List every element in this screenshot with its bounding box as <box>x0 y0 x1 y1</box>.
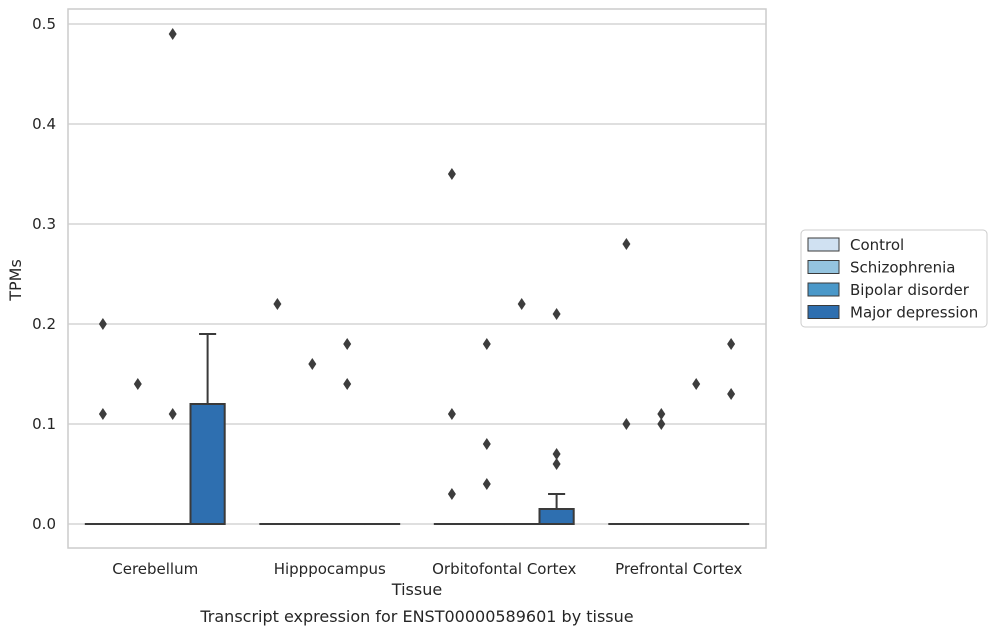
legend-swatch <box>807 260 840 274</box>
y-tick-label: 0.2 <box>32 315 56 333</box>
outlier-point <box>98 318 107 330</box>
legend-label: Major depression <box>850 304 978 322</box>
chart-caption: Transcript expression for ENST0000058960… <box>199 607 633 626</box>
x-tick-label: Hipppocampus <box>274 560 386 578</box>
outlier-point <box>622 418 631 430</box>
outlier-point <box>482 438 491 450</box>
y-axis-ticks: 0.0 0.1 0.2 0.3 0.4 0.5 <box>32 15 56 533</box>
outlier-point <box>168 28 177 40</box>
legend-label: Control <box>850 236 904 254</box>
box-body <box>189 403 226 525</box>
legend-swatch <box>807 305 840 319</box>
outlier-point <box>657 408 666 420</box>
outlier-point <box>482 478 491 490</box>
x-tick-label: Prefrontal Cortex <box>615 560 742 578</box>
outlier-point <box>447 168 456 180</box>
legend-label: Bipolar disorder <box>850 281 970 299</box>
y-tick-label: 0.1 <box>32 415 56 433</box>
outlier-point <box>517 298 526 310</box>
outlier-point <box>447 488 456 500</box>
outlier-point <box>657 418 666 430</box>
plot-area <box>67 8 767 549</box>
legend-label: Schizophrenia <box>850 259 955 277</box>
outlier-point <box>727 388 736 400</box>
outlier-point <box>552 458 561 470</box>
legend-swatch <box>807 237 840 252</box>
outlier-point <box>133 378 142 390</box>
outlier-point <box>98 408 107 420</box>
y-tick-label: 0.4 <box>32 115 56 133</box>
x-axis-label: Tissue <box>391 580 442 599</box>
box-0-3 <box>189 333 226 525</box>
box-2-3 <box>538 493 575 525</box>
outlier-point <box>552 308 561 320</box>
outlier-point <box>273 298 282 310</box>
outliers <box>98 28 736 500</box>
x-axis-ticks: Cerebellum Hipppocampus Orbitofontal Corte… <box>112 560 742 578</box>
outlier-point <box>343 338 352 350</box>
outlier-point <box>622 238 631 250</box>
outlier-point <box>447 408 456 420</box>
outlier-point <box>308 358 317 370</box>
outlier-point <box>727 338 736 350</box>
boxes <box>84 333 750 526</box>
y-tick-label: 0.3 <box>32 215 56 233</box>
outlier-point <box>692 378 701 390</box>
grid-lines <box>68 23 766 525</box>
y-axis-label: TPMs <box>6 259 25 302</box>
outlier-point <box>482 338 491 350</box>
legend-frame <box>800 229 988 328</box>
y-tick-label: 0.0 <box>32 515 56 533</box>
box-body <box>538 508 575 525</box>
outlier-point <box>343 378 352 390</box>
legend-swatch <box>807 282 840 297</box>
outlier-point <box>552 448 561 460</box>
legend: Control Schizophrenia Bipolar disorder Majo… <box>800 229 988 328</box>
x-tick-label: Orbitofontal Cortex <box>432 560 576 578</box>
x-tick-label: Cerebellum <box>112 560 198 578</box>
outlier-point <box>168 408 177 420</box>
y-tick-label: 0.5 <box>32 15 56 33</box>
